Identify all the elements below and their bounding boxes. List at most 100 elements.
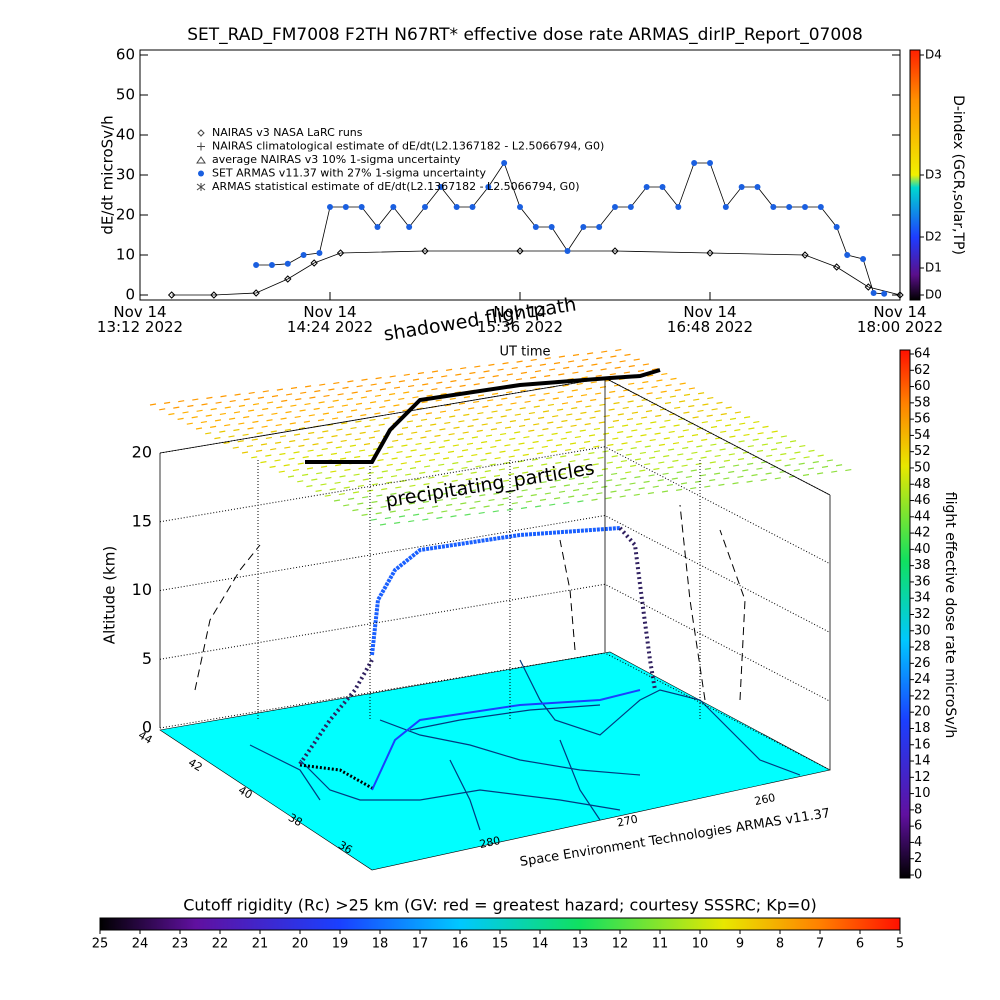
particle-dash	[243, 416, 250, 419]
particle-dash	[714, 472, 721, 475]
particle-dash	[378, 423, 385, 426]
particle-dash	[342, 386, 349, 389]
colorbar-tick-label: 58	[914, 395, 931, 410]
particle-dash	[636, 422, 643, 426]
particle-dash	[238, 422, 245, 425]
particle-dash	[812, 461, 819, 464]
particle-dash	[443, 457, 450, 460]
particle-dash	[762, 425, 769, 428]
particle-dash	[575, 418, 582, 421]
marker	[210, 291, 218, 299]
particle-dash	[693, 398, 700, 401]
particle-dash	[319, 383, 326, 386]
particle-dash	[196, 409, 203, 412]
particle-dash	[554, 479, 561, 482]
particle-dash	[572, 353, 580, 357]
particle-dash	[281, 399, 288, 402]
particle-dash	[503, 479, 510, 482]
particle-dash	[583, 458, 590, 461]
particle-dash	[495, 421, 502, 424]
particle-dash	[205, 414, 212, 417]
particle-dash	[709, 461, 716, 464]
legend-label: NAIRAS climatological estimate of dE/dt(…	[212, 140, 604, 153]
particle-dash	[587, 352, 594, 355]
particle-dash	[536, 452, 543, 455]
particle-dash	[704, 485, 711, 488]
particle-dash	[280, 417, 287, 420]
particle-dash	[331, 435, 338, 438]
colorbar-tick-label: 5	[896, 937, 904, 952]
colorbar-tick-label: 9	[736, 937, 744, 952]
particle-dash	[349, 444, 356, 447]
particle-dash	[238, 404, 245, 407]
particle-dash	[729, 417, 737, 420]
particle-dash	[219, 412, 226, 416]
particle-dash	[224, 406, 231, 409]
particle-dash	[481, 441, 488, 444]
particle-dash	[284, 446, 291, 449]
particle-dash	[269, 465, 276, 468]
particle-dash	[267, 401, 274, 404]
particle-dash	[401, 426, 409, 429]
particle-dash	[483, 505, 490, 508]
particle-dash	[262, 407, 269, 411]
particle-dash	[561, 419, 568, 423]
particle-dash	[553, 362, 561, 365]
particle-dash	[491, 410, 498, 413]
particle-dash	[817, 472, 824, 475]
particle-dash	[210, 425, 217, 428]
particle-dash	[563, 484, 570, 487]
marker	[342, 204, 349, 210]
marker	[284, 275, 292, 283]
marker	[832, 263, 841, 271]
particle-dash	[414, 460, 421, 463]
colorbar-tick-label: 62	[914, 363, 931, 378]
legend-label: NAIRAS v3 NASA LaRC runs	[212, 126, 363, 139]
colorbar-tick-label: 24	[132, 937, 149, 952]
particle-dash	[568, 495, 575, 498]
particle-dash	[497, 503, 504, 506]
lat-tick-label: 38	[286, 811, 305, 829]
particle-dash	[444, 404, 451, 407]
particle-dash	[320, 483, 327, 486]
particle-dash	[535, 505, 542, 508]
particle-dash	[502, 362, 509, 365]
particle-dash	[423, 483, 430, 486]
particle-dash	[186, 422, 193, 425]
particle-dash	[707, 396, 714, 400]
particle-dash	[425, 429, 432, 433]
particle-dash	[519, 424, 526, 428]
particle-dash	[410, 449, 417, 452]
particle-dash	[243, 398, 250, 401]
particle-dash	[370, 518, 377, 521]
particle-dash	[501, 397, 508, 400]
y-tick-label: 30	[116, 166, 135, 184]
particle-dash	[375, 377, 382, 380]
particle-dash	[441, 510, 448, 513]
particle-dash	[682, 446, 689, 450]
particle-dash	[627, 400, 634, 403]
series-line	[171, 250, 901, 296]
particle-dash	[569, 442, 577, 445]
particle-dash	[374, 412, 381, 415]
particle-dash	[624, 488, 631, 492]
particle-dash	[515, 395, 522, 399]
particle-dash	[633, 493, 640, 496]
particle-dash	[536, 469, 543, 473]
colorbar-tick-label: D1	[925, 261, 942, 275]
particle-dash	[756, 467, 763, 470]
particle-dash	[485, 434, 493, 437]
particle-dash	[732, 482, 739, 485]
particle-dash	[691, 451, 698, 454]
marker	[253, 262, 260, 268]
cutoff-colorbar	[99, 917, 901, 931]
particle-dash	[422, 500, 429, 503]
particle-dash	[285, 411, 292, 414]
particle-dash	[390, 475, 398, 478]
particle-dash	[657, 479, 664, 482]
particle-dash	[318, 401, 325, 404]
particle-dash	[478, 376, 485, 379]
flightpath	[370, 526, 621, 656]
ground-track-start	[299, 763, 373, 790]
particle-dash	[780, 435, 787, 438]
